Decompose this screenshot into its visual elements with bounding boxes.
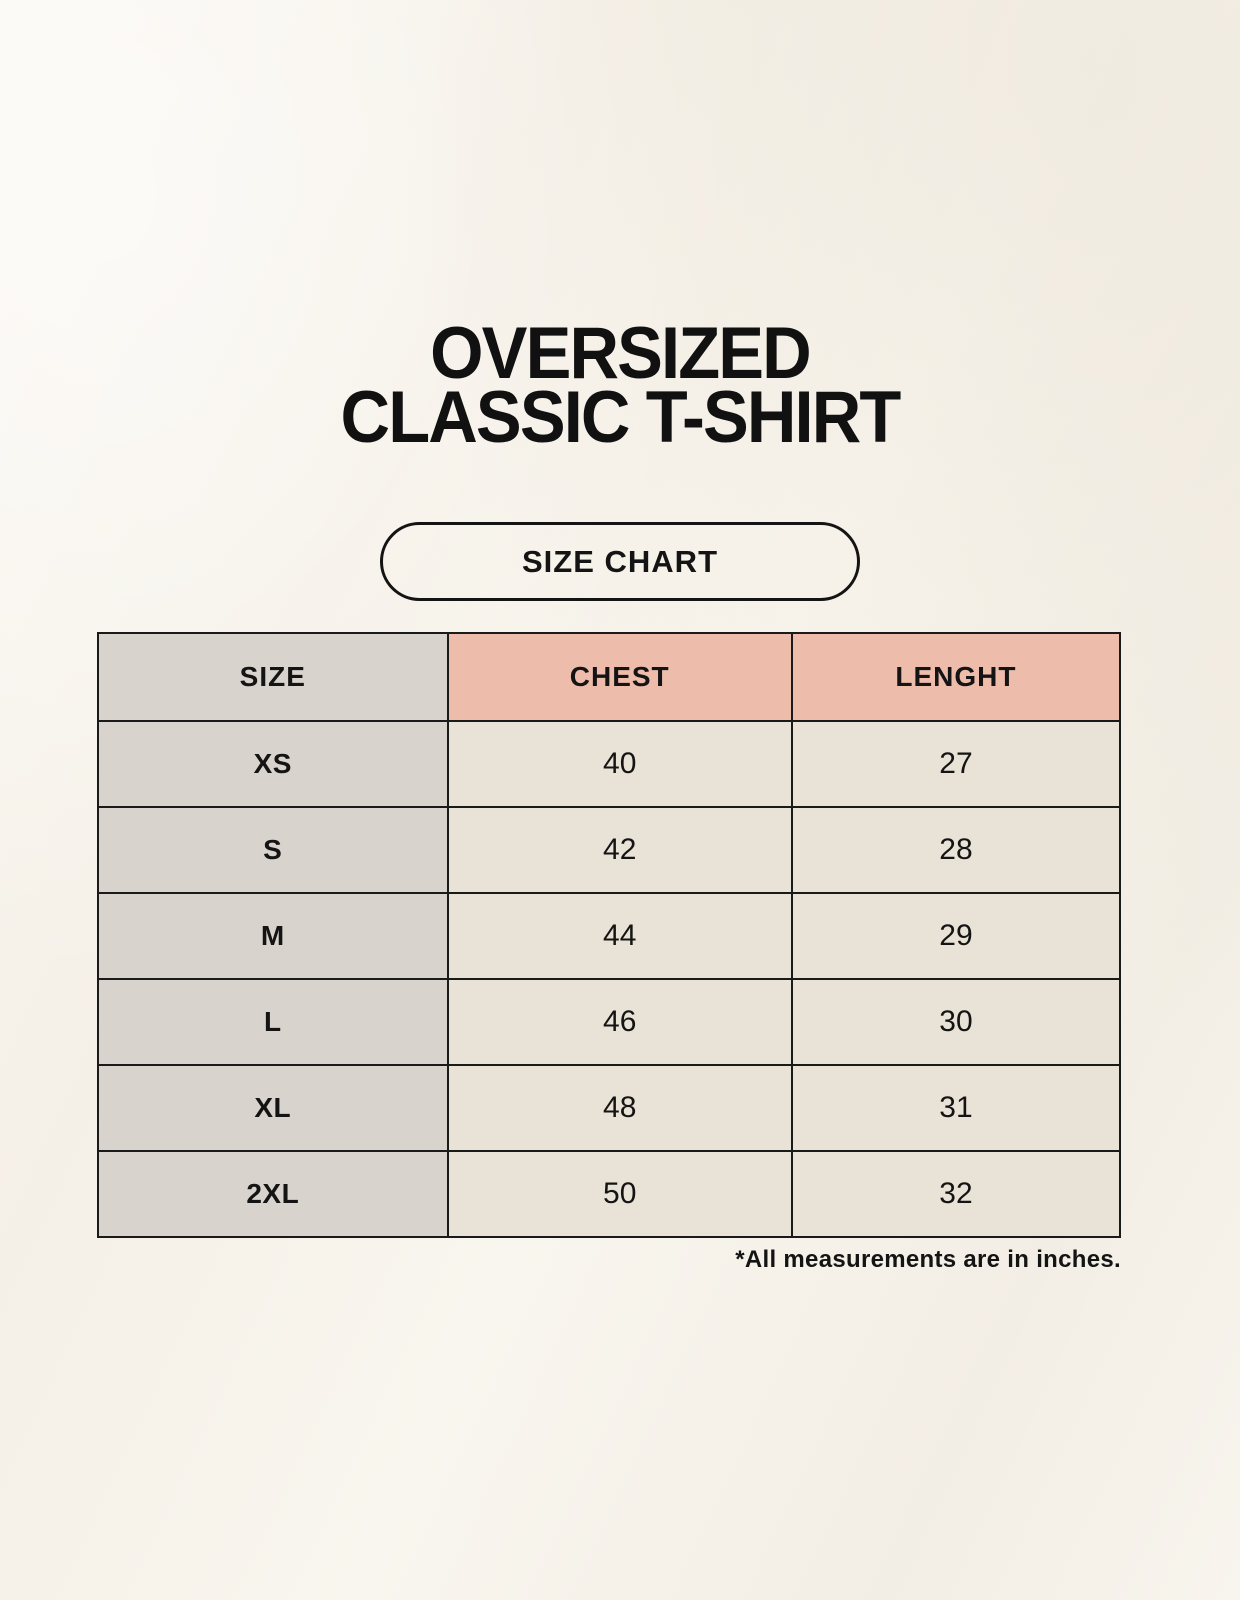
size-label: XL — [97, 1064, 449, 1152]
page-title: OVERSIZED CLASSIC T-SHIRT — [37, 313, 1203, 458]
title-line-1: OVERSIZED — [430, 313, 812, 394]
table-row: 2XL 50 32 — [97, 1150, 1122, 1238]
table-row: S 42 28 — [97, 806, 1122, 894]
chest-value: 40 — [446, 720, 793, 808]
chest-value: 48 — [446, 1064, 793, 1152]
lenght-value: 32 — [790, 1150, 1122, 1238]
chest-value: 42 — [446, 806, 793, 894]
title-line-2: CLASSIC T-SHIRT — [340, 377, 902, 458]
chest-value: 44 — [446, 892, 793, 980]
table-row: M 44 29 — [97, 892, 1122, 980]
size-table: SIZE CHEST LENGHT XS 40 27 S 42 28 M 44 … — [97, 632, 1122, 1238]
size-label: XS — [97, 720, 449, 808]
lenght-value: 30 — [790, 978, 1122, 1066]
lenght-value: 28 — [790, 806, 1122, 894]
table-row: XL 48 31 — [97, 1064, 1122, 1152]
header-cell-lenght: LENGHT — [790, 632, 1122, 722]
chest-value: 46 — [446, 978, 793, 1066]
size-label: L — [97, 978, 449, 1066]
size-chart-badge: SIZE CHART — [380, 522, 860, 601]
table-row: XS 40 27 — [97, 720, 1122, 808]
table-row: L 46 30 — [97, 978, 1122, 1066]
header-cell-size: SIZE — [97, 632, 449, 722]
size-label: M — [97, 892, 449, 980]
lenght-value: 29 — [790, 892, 1122, 980]
size-label: S — [97, 806, 449, 894]
measurements-note: *All measurements are in inches. — [735, 1246, 1121, 1273]
lenght-value: 31 — [790, 1064, 1122, 1152]
lenght-value: 27 — [790, 720, 1122, 808]
size-chart-badge-label: SIZE CHART — [522, 543, 718, 579]
chest-value: 50 — [446, 1150, 793, 1238]
table-header-row: SIZE CHEST LENGHT — [97, 632, 1122, 722]
size-label: 2XL — [97, 1150, 449, 1238]
header-cell-chest: CHEST — [446, 632, 793, 722]
